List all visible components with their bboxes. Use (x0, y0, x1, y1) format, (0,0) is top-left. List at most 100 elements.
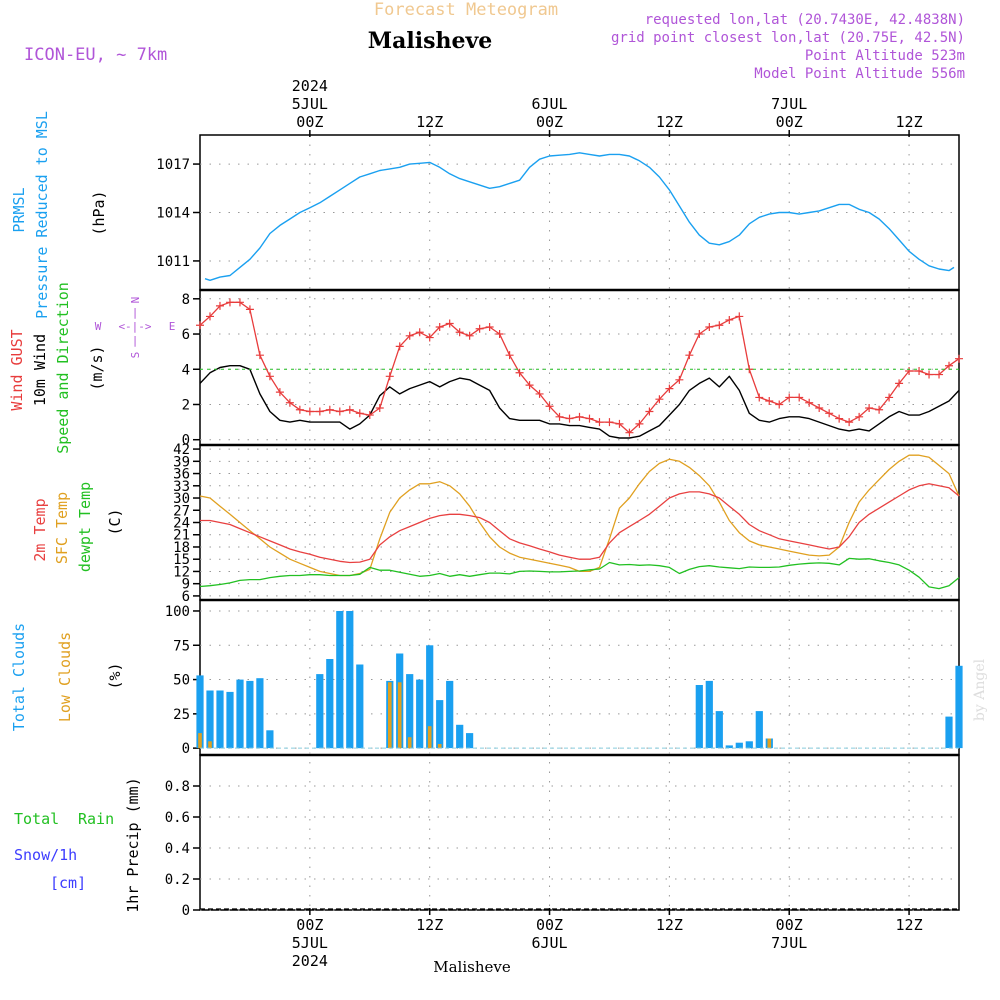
y-tick-label: 0.6 (165, 810, 190, 826)
requested-lonlat: requested lon,lat (20.7430E, 42.4838N) (645, 12, 965, 28)
bottom-axis-label: 2024 (292, 952, 328, 970)
total-clouds-label: Total Clouds (10, 623, 28, 731)
gust-marker (265, 372, 274, 381)
y-tick-label: 6 (182, 589, 190, 605)
y-tick-label: 4 (182, 362, 190, 378)
y-tick-label: 15 (173, 552, 190, 568)
y-tick-label: 0.8 (165, 779, 190, 795)
low-clouds-label: Low Clouds (56, 632, 74, 722)
gust-marker (875, 405, 884, 414)
gust-marker (855, 412, 864, 421)
model-label: ICON-EU, ~ 7km (24, 45, 167, 65)
total-clouds-bar (236, 679, 244, 749)
gust-marker (335, 407, 344, 416)
compass-arrows: <-|-> (118, 320, 151, 333)
gust-marker (865, 404, 874, 413)
y-tick-label: 100 (165, 604, 190, 620)
gust-marker (905, 367, 914, 376)
low-clouds-bar (407, 737, 412, 749)
total-clouds-bar (945, 716, 953, 749)
gust-marker (655, 395, 664, 404)
gust-marker (625, 428, 634, 437)
pressure-unit: (hPa) (90, 190, 108, 235)
compass-e: E (169, 320, 176, 333)
y-tick-label: 9 (182, 577, 190, 593)
total-clouds-bar (416, 679, 424, 749)
total-clouds-bar (316, 674, 324, 749)
gust-marker (205, 312, 214, 321)
total-clouds-bar (426, 645, 434, 749)
y-tick-label: 0.2 (165, 872, 190, 888)
gust-marker (435, 322, 444, 331)
gust-marker (495, 330, 504, 339)
model-altitude: Model Point Altitude 556m (754, 66, 965, 82)
gust-marker (925, 370, 934, 379)
top-axis-label: 7JUL (771, 95, 807, 113)
snow-label: Snow/1h (14, 846, 77, 864)
gust-marker (325, 405, 334, 414)
bottom-axis-label: 00Z (536, 916, 563, 934)
gust-marker (365, 411, 374, 420)
compass-s: S (129, 352, 142, 359)
gust-marker (675, 375, 684, 384)
pressure-line (204, 152, 955, 281)
total-clouds-bar (955, 665, 963, 749)
chart-title: Malisheve (368, 28, 492, 54)
supertitle: Forecast Meteogram (374, 0, 558, 20)
y-tick-label: 2 (182, 397, 190, 413)
y-tick-label: 0 (182, 903, 190, 919)
total-clouds-bar (346, 611, 354, 749)
gust-marker (535, 389, 544, 398)
gust-marker (755, 393, 764, 402)
y-tick-label: 6 (182, 327, 190, 343)
low-clouds-bar (198, 733, 202, 749)
bottom-axis-label: 5JUL (292, 934, 328, 952)
gust-marker (805, 398, 814, 407)
total-clouds-bar (745, 741, 753, 749)
top-axis-label: 12Z (896, 113, 923, 131)
low-clouds-bar (437, 744, 442, 749)
total-clouds-bar (755, 711, 763, 749)
y-tick-label: 75 (173, 638, 190, 654)
y-tick-label: 8 (182, 292, 190, 308)
gust-marker (525, 381, 534, 390)
gust-marker (355, 409, 364, 418)
bottom-axis-label: 6JUL (531, 934, 567, 952)
gust-marker (825, 409, 834, 418)
low-clouds-bar (767, 738, 772, 749)
gust-marker (375, 404, 384, 413)
gridpoint-lonlat: grid point closest lon,lat (20.75E, 42.5… (611, 30, 965, 46)
gust-marker (915, 367, 924, 376)
temp2m-line (200, 483, 960, 564)
precip-unit: 1hr Precip (mm) (124, 777, 142, 912)
y-tick-label: 33 (173, 479, 190, 495)
gust-marker (725, 315, 734, 324)
gust-marker (935, 370, 944, 379)
total-clouds-bar (406, 674, 414, 749)
top-axis-label: 2024 (292, 77, 328, 95)
y-tick-label: 1011 (156, 254, 190, 270)
data-marks (196, 152, 963, 910)
bottom-axis-label: 12Z (416, 916, 443, 934)
gust-marker (485, 322, 494, 331)
gust-marker (505, 351, 514, 360)
gust-marker (515, 368, 524, 377)
gust-marker (605, 418, 614, 427)
top-axis-label: 6JUL (531, 95, 567, 113)
gust-marker (275, 388, 284, 397)
y-tick-label: 30 (173, 491, 190, 507)
wind-unit: (m/s) (88, 345, 106, 390)
top-axis-label: 00Z (536, 113, 563, 131)
gust-marker (225, 298, 234, 307)
gust-marker (735, 312, 744, 321)
total-clouds-bar (246, 680, 254, 749)
total-clouds-bar (735, 742, 743, 749)
y-tick-label: 1017 (156, 157, 190, 173)
compass-n-arrow: | (132, 306, 139, 319)
pressure-panel (199, 134, 960, 291)
credit: by Angel (972, 658, 988, 721)
total-clouds-bar (196, 675, 204, 749)
wind-10m-line (199, 365, 960, 439)
wind-dir-label: Speed and Direction (54, 282, 72, 454)
gust-marker (395, 342, 404, 351)
